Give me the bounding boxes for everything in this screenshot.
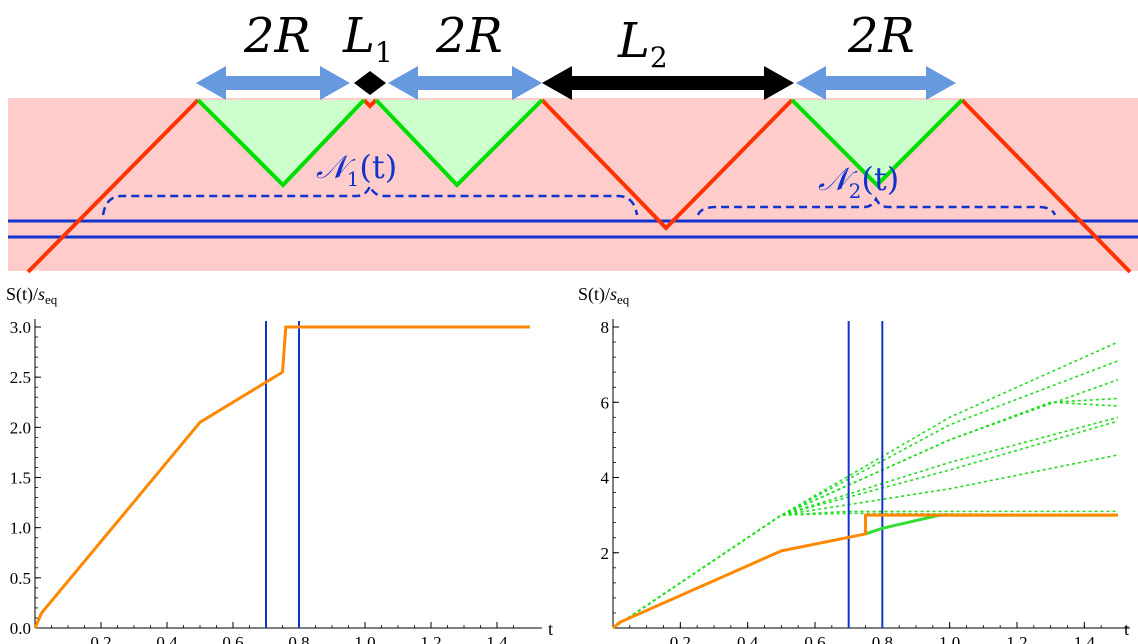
chart-right: S(t)/seq t 2 4 6 8 0.2 0.4 0.6 0.8 1.0 1.2 1.4 — [578, 284, 1130, 644]
brace-N2 — [696, 196, 1057, 216]
arrow-2R-middle — [388, 66, 542, 100]
right-chart-series-0 — [612, 513, 1118, 630]
white-patch-left — [8, 271, 50, 310]
chart-right-xlabel: t — [1124, 619, 1129, 639]
green-triangle-1 — [198, 100, 368, 185]
label-2R-middle: 2R — [435, 8, 503, 64]
label-N1: 𝒩1(t) — [316, 148, 397, 191]
right-chart-dotted-series-5 — [612, 416, 1119, 629]
domain-wall-diagram: 2R L1 2R L2 2R 𝒩1(t) 𝒩2(t) — [8, 8, 1138, 310]
label-L2: L2 — [617, 13, 668, 74]
right-chart-dotted-series-0 — [612, 341, 1119, 629]
chart-left-ylabel: S(t)/seq — [6, 284, 58, 307]
right-chart-ytick-label: 8 — [601, 318, 610, 337]
left-chart-ytick-label: 2.5 — [10, 368, 31, 387]
right-chart-dotted-series-6 — [612, 420, 1119, 629]
chart-left-xlabel: t — [548, 619, 553, 639]
green-v-1 — [196, 98, 366, 188]
left-chart-series-0 — [33, 325, 530, 629]
label-2R-right: 2R — [847, 8, 915, 64]
arrow-2R-right — [796, 66, 956, 100]
chart-left: S(t)/seq t 0.0 0.5 1.0 1.5 2.0 2.5 3.0 0.2 0.4 0.… — [6, 284, 553, 644]
right-chart-series-1 — [865, 513, 1118, 536]
right-chart-xtick-label: 1.4 — [1074, 633, 1096, 644]
left-chart-xtick-label: 1.4 — [486, 633, 508, 644]
green-triangle-2 — [372, 100, 542, 185]
left-chart-ytick-label: 0.5 — [10, 569, 31, 588]
left-chart-xtick-label: 1.2 — [420, 633, 441, 644]
left-chart-ytick-label: 3.0 — [10, 318, 31, 337]
green-v-2 — [374, 98, 544, 188]
right-chart-dotted-series-1 — [612, 360, 1119, 629]
left-chart-ytick-label: 2.0 — [10, 418, 31, 437]
arrow-L2 — [542, 66, 794, 100]
right-chart-xtick-label: 0.2 — [670, 633, 691, 644]
right-chart-xtick-label: 0.6 — [804, 633, 825, 644]
red-peak-L1 — [362, 98, 378, 109]
right-chart-xtick-label: 0.4 — [737, 633, 759, 644]
right-chart-xtick-label: 1.0 — [939, 633, 960, 644]
right-chart-dotted-series-4 — [612, 401, 1119, 629]
red-region-background — [8, 98, 1138, 271]
chart-right-ylabel: S(t)/seq — [578, 284, 630, 307]
red-valley-L2 — [540, 98, 794, 231]
arrow-2R-left — [196, 66, 350, 100]
right-chart-ytick-label: 2 — [601, 544, 610, 563]
left-chart-xtick-label: 0.6 — [222, 633, 243, 644]
label-2R-left: 2R — [243, 8, 311, 64]
arrow-L1 — [354, 71, 386, 95]
label-L1: L1 — [342, 8, 393, 69]
red-slope-left — [26, 98, 200, 274]
green-v-3 — [790, 98, 964, 188]
right-chart-ytick-label: 4 — [601, 469, 610, 488]
left-chart-ytick-label: 1.5 — [10, 469, 31, 488]
left-chart-ytick-label: 1.0 — [10, 519, 31, 538]
right-chart-xtick-label: 0.8 — [872, 633, 893, 644]
right-chart-dotted-series-7 — [612, 454, 1119, 629]
left-chart-xtick-label: 0.2 — [90, 633, 111, 644]
left-chart-xtick-label: 1.0 — [354, 633, 375, 644]
green-triangle-3 — [792, 100, 962, 185]
red-slope-right — [960, 98, 1132, 274]
left-chart-xtick-label: 0.4 — [156, 633, 178, 644]
right-chart-ytick-label: 6 — [601, 393, 610, 412]
left-chart-xtick-label: 0.8 — [288, 633, 309, 644]
right-chart-dotted-series-8 — [612, 510, 1118, 629]
right-chart-xtick-label: 1.2 — [1006, 633, 1027, 644]
left-chart-ytick-label: 0.0 — [10, 619, 31, 638]
right-chart-dotted-series-3 — [612, 397, 1119, 629]
